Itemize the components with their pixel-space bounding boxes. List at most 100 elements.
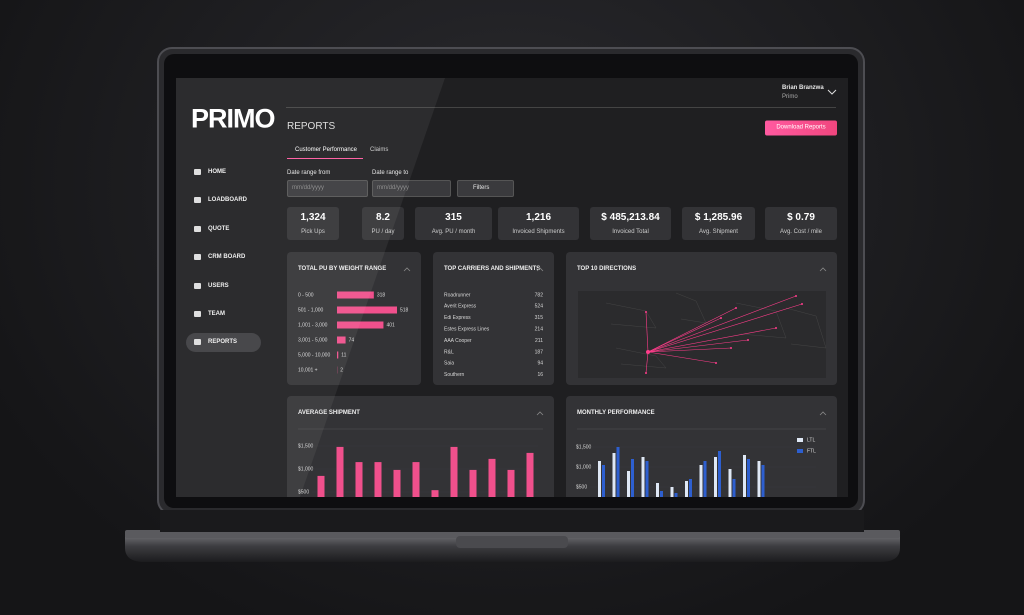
bar — [337, 336, 346, 344]
nav-icon — [194, 225, 201, 232]
route — [647, 347, 732, 353]
kpi-label: Avg. PU / month — [431, 229, 476, 235]
kpi-value: $ 0.79 — [787, 212, 815, 223]
bar — [616, 447, 620, 497]
route-end — [715, 362, 717, 364]
panel — [287, 252, 421, 385]
map-border — [615, 347, 667, 369]
nav-item[interactable]: USERS — [208, 282, 229, 289]
bar — [374, 462, 382, 497]
y-tick-label: $500 — [298, 489, 309, 495]
bar — [602, 465, 605, 497]
bar — [507, 469, 515, 497]
route-end — [645, 311, 647, 313]
bar — [337, 306, 397, 314]
kpi-value: 1,216 — [525, 212, 552, 223]
bar — [337, 291, 374, 299]
nav-item[interactable]: QUOTE — [208, 225, 230, 232]
legend-label: FTL — [807, 448, 816, 454]
nav-icon — [194, 254, 201, 261]
legend-swatch — [797, 449, 803, 453]
value-label: 74 — [349, 337, 355, 343]
category-label: 1,001 - 3,000 — [298, 322, 328, 328]
nav-icon — [194, 197, 201, 204]
bar — [761, 465, 765, 497]
base — [125, 536, 900, 562]
carrier-name: Averit Express — [444, 304, 477, 310]
bar — [732, 479, 736, 497]
nav-item[interactable]: CRM BOARD — [208, 254, 246, 261]
category-label: 0 - 500 — [298, 292, 314, 298]
kpi-card — [682, 207, 755, 240]
notch — [456, 536, 568, 548]
bar — [488, 458, 496, 497]
divider — [286, 107, 836, 108]
kpi-value: $ 485,213.84 — [601, 212, 660, 223]
bar — [355, 462, 363, 497]
filters-button[interactable] — [457, 180, 514, 197]
nav-icon — [194, 282, 201, 289]
carrier-count: 94 — [537, 361, 543, 367]
kpi-label: Pick Ups — [301, 229, 325, 235]
value-label: 2 — [340, 367, 343, 373]
carrier-count: 211 — [535, 338, 543, 344]
value-label: 518 — [400, 307, 409, 313]
y-tick-label: $1,500 — [298, 443, 314, 449]
route-end — [645, 372, 647, 374]
carrier-count: 16 — [537, 372, 543, 378]
date-input[interactable] — [287, 180, 368, 197]
route — [647, 307, 737, 353]
carrier-name: Estes Express Lines — [444, 327, 490, 333]
date-placeholder: mm/dd/yyyy — [377, 185, 410, 191]
nav-item[interactable]: REPORTS — [208, 339, 238, 346]
route-end — [730, 347, 732, 349]
date-input[interactable] — [372, 180, 451, 197]
nav-item[interactable]: HOME — [208, 169, 226, 175]
route — [647, 295, 797, 353]
bar — [757, 461, 761, 497]
bar — [412, 462, 420, 497]
bar — [526, 452, 534, 497]
carrier-name: Saia — [444, 361, 454, 367]
bar — [674, 493, 678, 497]
filter-label: Date range to — [372, 170, 409, 176]
route — [645, 351, 649, 374]
y-tick-label: $500 — [576, 484, 587, 490]
bar — [728, 469, 732, 497]
filters-text: Filters — [473, 185, 490, 191]
route-end — [775, 327, 777, 329]
bar — [598, 461, 601, 497]
bar — [337, 321, 384, 329]
carrier-name: Roadrunner — [444, 292, 471, 298]
route-end — [801, 303, 803, 305]
kpi-card — [498, 207, 579, 240]
download-button[interactable]: Download Reports — [765, 120, 837, 136]
nav-item[interactable]: LOADBOARD — [208, 197, 247, 204]
value-label: 318 — [377, 292, 386, 298]
route-end — [735, 307, 737, 309]
bar — [469, 469, 477, 497]
panel-title: TOTAL PU BY WEIGHT RANGE — [298, 266, 387, 272]
panel-title: AVERAGE SHIPMENT — [298, 410, 360, 416]
route-end — [747, 339, 749, 341]
panel-title: MONTHLY PERFORMANCE — [577, 410, 655, 416]
tab-active[interactable]: Customer Performance — [295, 147, 358, 153]
carrier-name: Southern — [444, 372, 465, 378]
kpi-card — [765, 207, 837, 240]
category-label: 10,001 + — [298, 367, 318, 373]
kpi-label: Avg. Shipment — [699, 229, 738, 235]
kpi-value: $ 1,285.96 — [694, 212, 743, 223]
category-label: 501 - 1,000 — [298, 307, 324, 313]
collapse-icon — [536, 267, 544, 272]
bar — [703, 461, 707, 497]
user-company: Primo — [782, 94, 798, 100]
y-tick-label: $1,000 — [298, 466, 314, 472]
bar — [393, 469, 401, 497]
bar — [689, 479, 692, 497]
tab[interactable]: Claims — [370, 147, 389, 153]
user-menu[interactable] — [827, 88, 837, 96]
nav-icon — [194, 311, 201, 317]
nav-item[interactable]: TEAM — [208, 311, 225, 317]
bar — [641, 457, 645, 497]
